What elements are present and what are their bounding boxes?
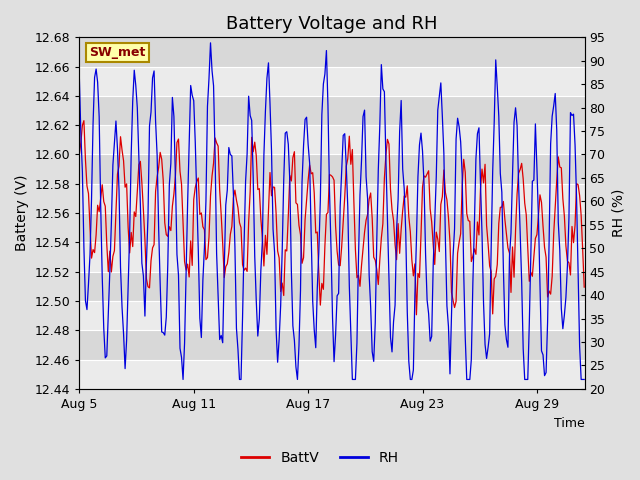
BattV [492,274,500,279]
RH [541,373,548,379]
RH [274,360,282,365]
BattV [76,152,83,158]
RH [406,377,414,383]
BattV [405,214,413,219]
Bar [79,125,584,155]
Legend: BattV, RH: BattV, RH [236,445,404,471]
Bar [79,184,584,213]
Y-axis label: Battery (V): Battery (V) [15,175,29,252]
Line: RH: RH [79,43,584,380]
Line: BattV: BattV [79,120,584,315]
BattV [80,118,88,123]
Bar [79,301,584,330]
BattV [541,244,548,250]
Bar [79,242,584,272]
Text: Time: Time [554,417,584,430]
Bar [79,67,584,96]
Bar [79,360,584,389]
RH [486,331,493,336]
RH [492,57,500,63]
BattV [272,210,280,216]
RH [580,377,588,383]
BattV [486,263,493,269]
RH [76,74,83,80]
RH [532,121,540,127]
Y-axis label: RH (%): RH (%) [611,189,625,237]
Title: Battery Voltage and RH: Battery Voltage and RH [226,15,438,33]
BattV [413,312,420,318]
BattV [532,236,540,241]
BattV [580,284,588,290]
Text: SW_met: SW_met [90,46,146,59]
RH [179,377,187,383]
RH [207,40,214,46]
